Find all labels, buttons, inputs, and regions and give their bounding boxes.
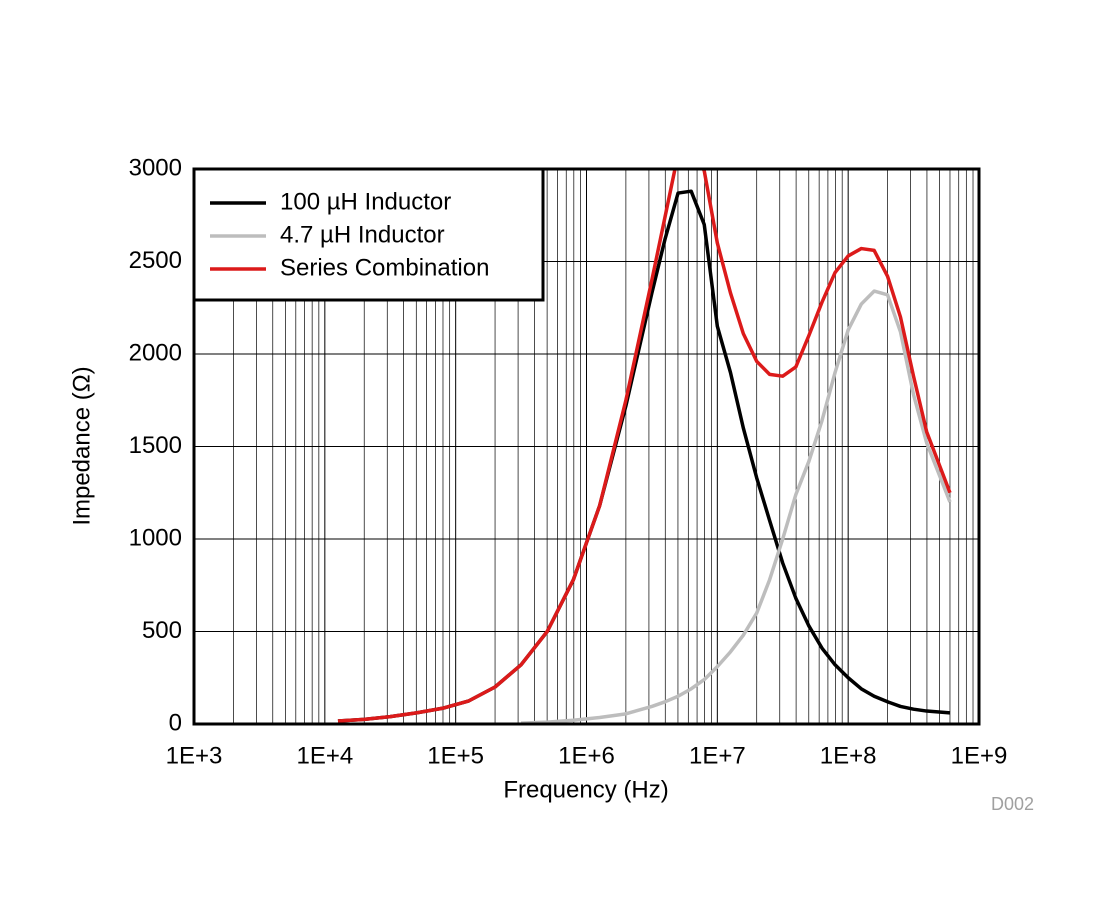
annotation: D002 bbox=[991, 794, 1034, 814]
legend-label: Series Combination bbox=[280, 254, 489, 281]
series-line bbox=[337, 169, 952, 723]
y-axis-label: Impedance (Ω) bbox=[68, 366, 95, 525]
x-tick-label: 1E+5 bbox=[427, 742, 484, 769]
x-tick-label: 1E+3 bbox=[166, 742, 223, 769]
x-tick-label: 1E+7 bbox=[689, 742, 746, 769]
y-tick-label: 2000 bbox=[129, 339, 182, 366]
x-tick-label: 1E+9 bbox=[951, 742, 1008, 769]
x-tick-label: 1E+6 bbox=[558, 742, 615, 769]
x-tick-label: 1E+4 bbox=[296, 742, 353, 769]
legend: 100 µH Inductor 4.7 µH Inductor Series Com… bbox=[192, 167, 545, 302]
y-tick-label: 500 bbox=[142, 617, 182, 644]
y-tick-label: 3000 bbox=[129, 154, 182, 181]
plot-frame bbox=[192, 167, 981, 726]
legend-label: 100 µH Inductor bbox=[280, 188, 451, 215]
tick-labels: 1E+3 1E+4 1E+5 1E+6 1E+7 1E+8 1E+9 0 500 1000 1500… bbox=[129, 154, 1008, 769]
x-axis-label: Frequency (Hz) bbox=[503, 776, 668, 803]
plot-lines bbox=[337, 169, 952, 724]
x-tick-label: 1E+8 bbox=[820, 742, 877, 769]
y-tick-label: 2500 bbox=[129, 247, 182, 274]
series-line bbox=[520, 289, 952, 724]
y-tick-label: 1000 bbox=[129, 524, 182, 551]
y-tick-label: 0 bbox=[169, 709, 182, 736]
y-tick-label: 1500 bbox=[129, 432, 182, 459]
legend-label: 4.7 µH Inductor bbox=[280, 221, 445, 248]
